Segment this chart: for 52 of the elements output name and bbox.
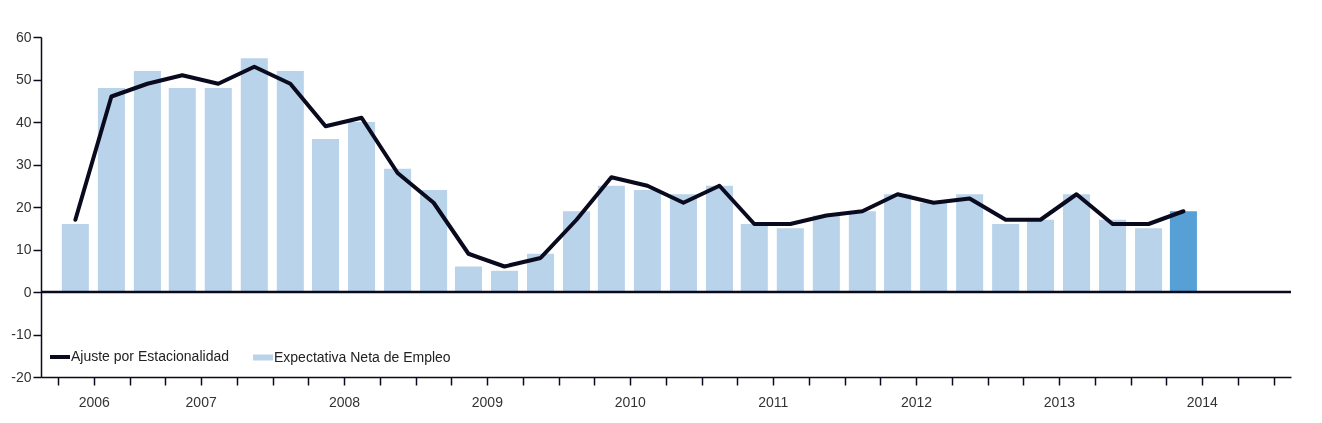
bar xyxy=(705,185,733,292)
bar xyxy=(61,224,89,292)
x-tick-label: 2006 xyxy=(78,393,111,410)
bar xyxy=(884,194,912,292)
x-tick-label: 2009 xyxy=(471,393,504,410)
bar xyxy=(454,266,482,292)
bar xyxy=(956,194,984,292)
y-tick-label: 0 xyxy=(23,283,32,300)
bar xyxy=(97,88,125,292)
x-tick-label: 2014 xyxy=(1186,393,1219,410)
y-tick-label: -20 xyxy=(11,368,32,385)
x-tick-label: 2012 xyxy=(900,393,933,410)
bar xyxy=(597,185,625,292)
bar xyxy=(204,88,232,292)
bar xyxy=(276,71,304,292)
bar xyxy=(740,224,768,292)
bar xyxy=(563,211,591,292)
bar xyxy=(812,215,840,292)
bar xyxy=(384,168,412,292)
bar xyxy=(420,190,448,292)
line-series xyxy=(73,64,1186,269)
bar xyxy=(1063,194,1091,292)
x-tick-label: 2007 xyxy=(185,393,217,410)
bar xyxy=(312,139,340,292)
bar xyxy=(1099,219,1127,292)
bar xyxy=(776,228,804,292)
bar xyxy=(992,224,1020,292)
y-tick-label: 40 xyxy=(15,113,32,130)
bar xyxy=(920,202,948,292)
bar xyxy=(348,122,376,292)
x-tick-label: 2011 xyxy=(758,393,789,410)
bar xyxy=(133,71,161,292)
bar xyxy=(1169,211,1197,292)
y-tick-label: 10 xyxy=(15,241,32,257)
legend-label: Expectativa Neta de Empleo xyxy=(274,348,451,365)
bar xyxy=(1135,228,1163,292)
bar xyxy=(240,58,268,292)
x-tick-label: 2013 xyxy=(1043,393,1076,410)
y-tick-label: 30 xyxy=(15,156,32,172)
bar xyxy=(669,194,697,292)
bar xyxy=(490,270,519,292)
y-tick-label: -10 xyxy=(11,326,32,342)
y-tick-label: 20 xyxy=(15,198,32,215)
y-tick-label: 50 xyxy=(15,71,32,87)
x-tick-label: 2008 xyxy=(328,393,361,410)
x-tick-label: 2010 xyxy=(614,393,647,410)
bar xyxy=(848,211,876,292)
bar xyxy=(168,88,196,292)
legend-label: Ajuste por Estacionalidad xyxy=(71,348,229,364)
bar xyxy=(1026,219,1055,292)
y-tick-label: 60 xyxy=(15,28,32,45)
bar xyxy=(633,190,661,292)
